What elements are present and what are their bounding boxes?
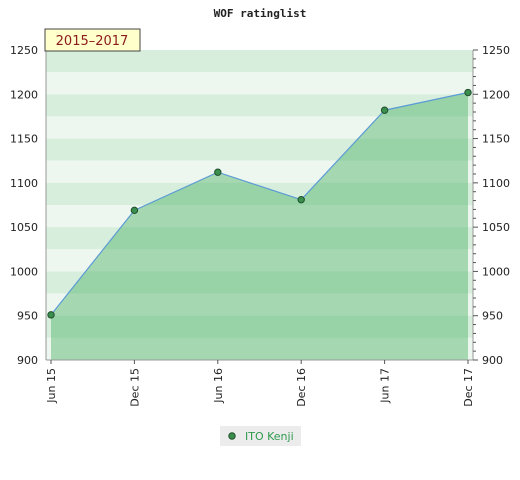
y-tick-label: 1100 xyxy=(482,177,510,190)
data-point xyxy=(380,106,389,114)
x-tick-label: Dec 15 xyxy=(128,368,141,407)
y-tick-label: 900 xyxy=(17,354,38,367)
background-band xyxy=(46,94,473,117)
data-point xyxy=(297,195,305,204)
chart-title: WOF ratinglist xyxy=(214,7,307,20)
x-axis: Jun 15 Dec 15 Jun 16 Dec 16 Jun 17 Dec 17 xyxy=(45,360,475,407)
x-tick-label: Jun 17 xyxy=(379,368,392,404)
background-band xyxy=(46,271,473,294)
y-tick-label: 1250 xyxy=(10,44,38,57)
background-band xyxy=(46,205,473,228)
y-tick-label: 950 xyxy=(482,310,503,323)
data-point xyxy=(47,311,55,319)
data-point xyxy=(130,206,139,215)
series-area xyxy=(51,92,468,360)
y-axis-right: 900 950 1000 1050 1100 1150 1200 1250 xyxy=(473,44,510,367)
x-tick-label: Dec 16 xyxy=(295,368,308,407)
y-tick-label: 1050 xyxy=(482,221,510,234)
y-tick-label: 1250 xyxy=(482,44,510,57)
period-badge-box xyxy=(44,28,141,52)
background-band xyxy=(46,72,473,95)
y-tick-label: 1150 xyxy=(10,133,38,146)
background-band xyxy=(46,138,473,161)
x-tick-label: Dec 17 xyxy=(462,368,475,407)
y-tick-label: 1150 xyxy=(482,133,510,146)
data-point xyxy=(464,88,472,97)
plot-frame xyxy=(45,50,474,361)
background-bands xyxy=(46,50,473,360)
background-band xyxy=(46,50,473,73)
legend-label: ITO Kenji xyxy=(245,430,294,443)
background-band xyxy=(46,160,473,183)
x-tick-label: Jun 15 xyxy=(45,368,58,404)
legend: ITO Kenji xyxy=(220,426,301,446)
y-tick-label: 950 xyxy=(17,310,38,323)
background-band xyxy=(46,249,473,272)
background-band xyxy=(46,227,473,250)
y-tick-label: 1000 xyxy=(482,265,510,278)
y-tick-label: 1100 xyxy=(10,177,38,190)
data-point xyxy=(214,168,222,176)
y-axis-left: 900 950 1000 1050 1100 1150 1200 1250 xyxy=(10,44,38,367)
y-tick-label: 1200 xyxy=(482,88,510,101)
y-tick-label: 900 xyxy=(482,354,503,367)
background-band xyxy=(46,337,473,360)
series-points xyxy=(47,88,472,319)
background-band xyxy=(46,116,473,139)
y-tick-label: 1200 xyxy=(10,88,38,101)
series-line xyxy=(50,91,469,316)
background-band xyxy=(46,293,473,316)
y-tick-label: 1050 xyxy=(10,221,38,234)
legend-box xyxy=(220,426,301,446)
background-band xyxy=(46,182,473,205)
period-badge-label: 2015–2017 xyxy=(56,34,129,49)
background-band xyxy=(46,315,473,338)
x-tick-label: Jun 16 xyxy=(212,368,225,404)
y-tick-label: 1000 xyxy=(10,265,38,278)
period-badge: 2015–2017 xyxy=(44,28,141,52)
legend-marker xyxy=(228,432,236,440)
